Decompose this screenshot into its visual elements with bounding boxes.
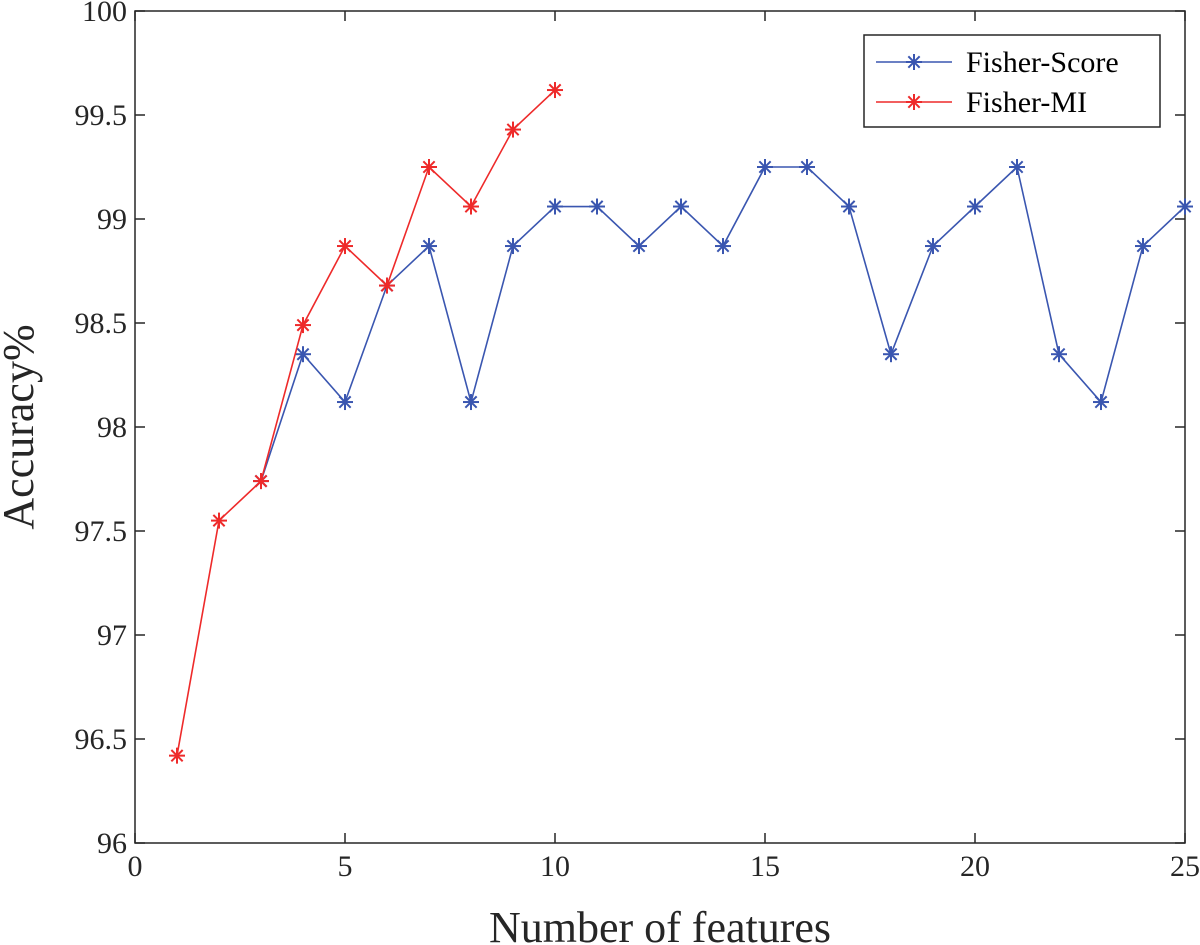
- data-point-fisher-score: [757, 159, 773, 175]
- y-axis-title: Accuracy%: [0, 324, 43, 529]
- data-point-fisher-mi: [295, 317, 311, 334]
- x-tick-label: 10: [540, 850, 570, 883]
- data-point-fisher-score: [967, 198, 983, 215]
- x-axis: 0 5 10 15 20 25: [128, 11, 1200, 883]
- y-tick-label: 97: [97, 619, 127, 652]
- data-point-fisher-score: [421, 238, 437, 255]
- data-point-fisher-mi: [421, 159, 437, 175]
- data-point-fisher-score: [337, 394, 353, 411]
- data-point-fisher-score: [547, 198, 563, 215]
- series-fisher-mi: [169, 82, 563, 764]
- legend-label: Fisher-Score: [966, 46, 1119, 79]
- data-point-fisher-score: [631, 238, 647, 255]
- data-point-fisher-score: [1093, 394, 1109, 411]
- y-tick-label: 96.5: [75, 723, 128, 756]
- data-point-fisher-mi: [211, 512, 227, 529]
- data-point-fisher-score: [505, 238, 521, 255]
- x-axis-title: Number of features: [489, 903, 831, 945]
- series-layer: [169, 82, 1193, 764]
- y-axis: 96 96.5 97 97.5 98 98.5 99 99.5 100: [75, 0, 1185, 860]
- data-point-fisher-score: [841, 198, 857, 215]
- data-point-fisher-mi: [379, 277, 395, 294]
- legend-box: [863, 34, 1161, 128]
- legend-label: Fisher-MI: [966, 86, 1087, 119]
- y-tick-label: 99: [97, 203, 127, 236]
- y-tick-label: 99.5: [75, 99, 128, 132]
- plot-area: [134, 10, 1186, 844]
- data-point-fisher-mi: [463, 198, 479, 215]
- legend: Fisher-Score Fisher-MI: [863, 34, 1161, 128]
- y-tick-label: 96: [97, 827, 127, 860]
- data-point-fisher-score: [1009, 159, 1025, 175]
- data-point-fisher-score: [295, 346, 311, 363]
- data-point-fisher-score: [883, 346, 899, 363]
- data-point-fisher-score: [1051, 346, 1067, 363]
- data-point-fisher-mi: [547, 82, 563, 99]
- legend-item-fisher-score: Fisher-Score: [876, 46, 1119, 79]
- data-point-fisher-score: [673, 198, 689, 215]
- legend-item-fisher-mi: Fisher-MI: [876, 86, 1087, 119]
- data-point-fisher-mi: [505, 121, 521, 138]
- data-point-fisher-score: [925, 238, 941, 255]
- y-tick-label: 97.5: [75, 515, 128, 548]
- x-tick-label: 20: [960, 850, 990, 883]
- data-point-fisher-mi: [337, 238, 353, 255]
- x-tick-label: 25: [1170, 850, 1200, 883]
- data-point-fisher-score: [463, 394, 479, 411]
- data-point-fisher-mi: [253, 473, 269, 490]
- legend-marker: [906, 94, 922, 110]
- x-tick-label: 5: [338, 850, 353, 883]
- data-point-fisher-score: [1177, 198, 1193, 215]
- data-point-fisher-score: [589, 198, 605, 215]
- data-point-fisher-score: [715, 238, 731, 255]
- data-point-fisher-score: [1135, 238, 1151, 255]
- y-tick-label: 98: [97, 411, 127, 444]
- data-point-fisher-score: [799, 159, 815, 175]
- y-tick-label: 98.5: [75, 307, 128, 340]
- x-tick-label: 0: [128, 850, 143, 883]
- y-tick-label: 100: [82, 0, 127, 28]
- x-tick-label: 15: [750, 850, 780, 883]
- data-point-fisher-mi: [169, 747, 185, 764]
- series-line-fisher-mi: [176, 89, 556, 756]
- legend-marker: [906, 54, 922, 70]
